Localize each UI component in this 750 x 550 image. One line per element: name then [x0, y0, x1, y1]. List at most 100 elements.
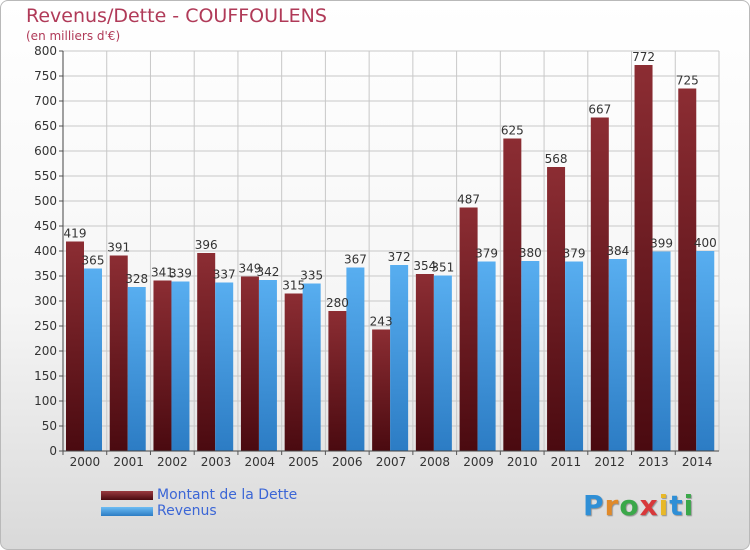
bar-revenus — [127, 287, 146, 451]
data-label-debt: 487 — [457, 193, 480, 207]
bar-revenus — [652, 251, 671, 451]
logo-letter: o — [619, 489, 640, 522]
bar-revenus — [696, 251, 715, 451]
legend-item-revenus: Revenus — [101, 503, 297, 519]
data-label-revenus: 339 — [169, 267, 192, 281]
y-tick-label: 50 — [42, 419, 57, 433]
y-tick-label: 600 — [34, 144, 57, 158]
x-tick-label: 2010 — [507, 455, 538, 469]
data-label-revenus: 367 — [344, 253, 367, 267]
x-tick-label: 2004 — [245, 455, 276, 469]
legend: Montant de la Dette Revenus — [101, 487, 297, 519]
logo-letter: t — [669, 489, 684, 522]
bar-revenus — [171, 281, 190, 451]
y-tick-label: 700 — [34, 94, 57, 108]
data-label-debt: 725 — [676, 74, 699, 88]
legend-label-debt: Montant de la Dette — [157, 487, 298, 503]
data-label-debt: 280 — [326, 296, 349, 310]
data-label-debt: 396 — [195, 238, 218, 252]
bar-debt — [547, 167, 566, 451]
y-tick-label: 0 — [49, 444, 57, 458]
bar-debt — [240, 276, 259, 451]
bar-revenus — [258, 280, 277, 451]
legend-swatch-debt — [101, 490, 153, 500]
x-tick-label: 2003 — [201, 455, 232, 469]
bar-revenus — [84, 268, 102, 451]
chart-subtitle: (en milliers d'€) — [26, 29, 121, 43]
data-label-revenus: 384 — [606, 244, 629, 258]
y-tick-label: 250 — [34, 319, 57, 333]
data-label-revenus: 342 — [256, 265, 279, 279]
x-tick-label: 2013 — [638, 455, 669, 469]
x-tick-label: 2002 — [157, 455, 188, 469]
data-label-revenus: 380 — [519, 246, 542, 260]
bar-debt — [634, 65, 653, 451]
x-tick-label: 2005 — [288, 455, 319, 469]
data-label-revenus: 337 — [213, 268, 236, 282]
bar-debt — [284, 293, 303, 451]
bar-debt — [372, 329, 391, 451]
legend-swatch-revenus — [101, 506, 153, 516]
data-label-debt: 315 — [282, 279, 305, 293]
data-label-debt: 625 — [501, 124, 524, 138]
data-label-revenus: 379 — [475, 247, 498, 261]
data-label-revenus: 335 — [300, 269, 323, 283]
bar-revenus — [302, 283, 321, 451]
bar-revenus — [565, 261, 584, 451]
data-label-revenus: 365 — [82, 254, 105, 268]
data-label-revenus: 400 — [694, 236, 717, 250]
data-label-revenus: 351 — [431, 261, 454, 275]
y-tick-label: 350 — [34, 269, 57, 283]
bar-debt — [503, 138, 522, 451]
data-label-debt: 354 — [413, 259, 436, 273]
y-tick-label: 100 — [34, 394, 57, 408]
bar-revenus — [433, 275, 452, 451]
x-tick-label: 2007 — [376, 455, 407, 469]
legend-item-debt: Montant de la Dette — [101, 487, 297, 503]
y-tick-label: 750 — [34, 69, 57, 83]
y-tick-label: 550 — [34, 169, 57, 183]
bar-revenus — [477, 261, 496, 451]
y-tick-label: 300 — [34, 294, 57, 308]
data-label-debt: 568 — [545, 152, 568, 166]
bar-debt — [415, 274, 434, 451]
x-tick-label: 2008 — [419, 455, 450, 469]
logo-letter: i — [658, 489, 670, 522]
logo-letter: x — [639, 489, 659, 522]
bar-debt — [328, 311, 347, 451]
legend-label-revenus: Revenus — [157, 503, 217, 519]
data-label-debt: 419 — [64, 227, 87, 241]
bar-revenus — [390, 265, 409, 451]
bar-debt — [590, 117, 609, 451]
x-tick-label: 2014 — [682, 455, 713, 469]
logo-letter: i — [683, 489, 695, 522]
logo-letter: r — [604, 489, 620, 522]
chart-title: Revenus/Dette - COUFFOULENS — [26, 5, 327, 27]
data-label-debt: 243 — [370, 315, 393, 329]
y-tick-label: 800 — [34, 44, 57, 58]
y-tick-label: 500 — [34, 194, 57, 208]
bar-debt — [459, 207, 478, 451]
bar-debt — [678, 88, 697, 451]
x-tick-label: 2000 — [70, 455, 101, 469]
data-label-revenus: 399 — [650, 237, 673, 251]
y-tick-label: 200 — [34, 344, 57, 358]
x-tick-label: 2006 — [332, 455, 363, 469]
y-tick-label: 150 — [34, 369, 57, 383]
bar-debt — [197, 253, 216, 451]
bar-revenus — [215, 282, 234, 451]
axis-layer: 0 50 100 150 200 250 300 350 400 450 500 550 600 650 7… — [34, 44, 719, 469]
data-label-revenus: 372 — [388, 250, 411, 264]
y-tick-label: 400 — [34, 244, 57, 258]
data-label-debt: 341 — [151, 266, 174, 280]
bar-layer — [66, 65, 715, 451]
x-tick-label: 2011 — [551, 455, 582, 469]
x-tick-label: 2001 — [113, 455, 144, 469]
data-label-debt: 349 — [238, 262, 261, 276]
logo-letter: P — [583, 489, 605, 522]
bar-debt — [109, 255, 128, 451]
x-tick-label: 2009 — [463, 455, 494, 469]
